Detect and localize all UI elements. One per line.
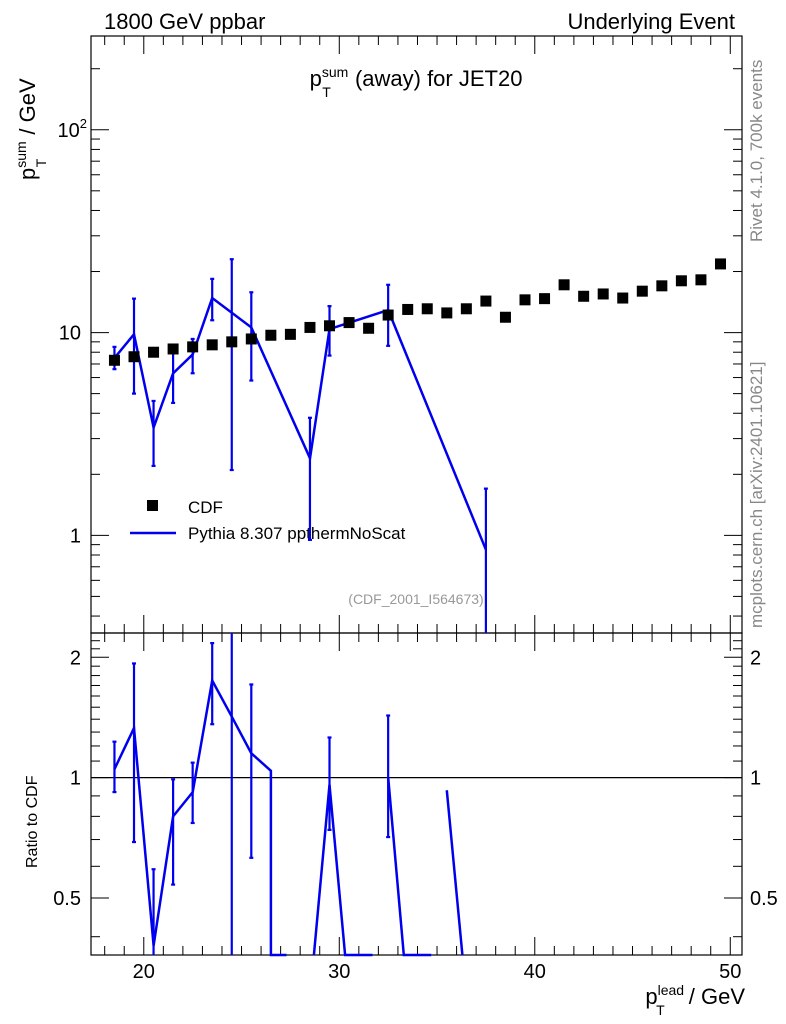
cdf-data-point bbox=[148, 346, 160, 358]
ratio-data-layer bbox=[112, 633, 464, 957]
main-axis-ticks: 1 10 102 bbox=[58, 36, 742, 633]
cdf-data-point bbox=[206, 339, 218, 351]
main-title: psum T (away) for JET20 bbox=[310, 64, 523, 100]
ratio-axis-ticks: 20 30 40 50 0.5 0.5 1 1 2 2 bbox=[53, 633, 778, 983]
cdf-data-point bbox=[187, 341, 199, 353]
analysis-watermark: (CDF_2001_I564673) bbox=[348, 591, 483, 607]
cdf-data-point bbox=[284, 328, 296, 340]
y-tick-label-ratio: 1 bbox=[70, 768, 81, 790]
cdf-data-point bbox=[675, 275, 687, 287]
cdf-data-point bbox=[402, 303, 414, 315]
cdf-data-point bbox=[558, 279, 570, 291]
y-tick-label-main: 102 bbox=[58, 116, 87, 142]
cdf-data-point bbox=[519, 294, 531, 306]
cdf-data-point bbox=[304, 321, 316, 333]
legend-label-pythia: Pythia 8.307 ppthermNoScat bbox=[188, 524, 406, 543]
main-panel-frame bbox=[90, 35, 743, 634]
y-tick-label-main: 1 bbox=[70, 525, 81, 547]
cdf-data-point bbox=[108, 354, 120, 366]
mcplots-label: mcplots.cern.ch [arXiv:2401.10621] bbox=[747, 362, 766, 628]
x-tick-label: 20 bbox=[133, 961, 155, 983]
cdf-data-point bbox=[245, 333, 257, 345]
x-tick-label: 30 bbox=[328, 961, 350, 983]
cdf-data-point bbox=[441, 307, 453, 319]
cdf-data-point bbox=[636, 285, 648, 297]
cdf-data-point bbox=[539, 293, 551, 305]
cdf-data-point bbox=[617, 292, 629, 304]
x-tick-label: 50 bbox=[719, 961, 741, 983]
cdf-data-point bbox=[324, 320, 336, 332]
cdf-data-point bbox=[363, 322, 375, 334]
cdf-data-point bbox=[460, 303, 472, 315]
y-tick-label-ratio-right: 2 bbox=[750, 647, 761, 669]
legend-marker-cdf bbox=[147, 500, 158, 511]
x-tick-label: 40 bbox=[524, 961, 546, 983]
ratio-series-line bbox=[445, 790, 464, 956]
y-tick-label-ratio-right: 1 bbox=[750, 768, 761, 790]
y-tick-label-main: 10 bbox=[59, 323, 81, 345]
y-tick-label-ratio: 2 bbox=[70, 647, 81, 669]
legend-label-cdf: CDF bbox=[188, 498, 223, 517]
xlabel: plead T / GeV bbox=[645, 982, 745, 1018]
cdf-data-point bbox=[695, 274, 707, 286]
cdf-data-point bbox=[578, 290, 590, 302]
ratio-series-line bbox=[113, 676, 287, 957]
cdf-data-point bbox=[656, 280, 668, 292]
ratio-series-line bbox=[386, 777, 432, 957]
mc-series-line bbox=[113, 295, 488, 551]
ratio-series-line bbox=[312, 784, 373, 957]
cdf-data-point bbox=[382, 309, 394, 321]
main-ylabel: psum T / GeV bbox=[13, 78, 49, 180]
cdf-data-point bbox=[167, 343, 179, 355]
y-tick-label-ratio: 0.5 bbox=[53, 888, 81, 910]
cdf-data-point bbox=[499, 311, 511, 323]
cdf-data-point bbox=[597, 288, 609, 300]
main-data-layer bbox=[108, 258, 726, 633]
cdf-data-point bbox=[480, 295, 492, 307]
y-tick-label-ratio-right: 0.5 bbox=[750, 888, 778, 910]
cdf-data-point bbox=[128, 351, 140, 363]
cdf-data-point bbox=[343, 317, 355, 329]
rivet-version-label: Rivet 4.1.0, 700k events bbox=[747, 60, 766, 242]
cdf-data-point bbox=[226, 336, 238, 348]
cdf-data-point bbox=[714, 258, 726, 270]
header-right: Underlying Event bbox=[567, 9, 735, 34]
ratio-panel-frame bbox=[90, 632, 743, 956]
cdf-data-point bbox=[421, 303, 433, 315]
ratio-ylabel: Ratio to CDF bbox=[24, 775, 41, 868]
header-left: 1800 GeV ppbar bbox=[104, 9, 265, 34]
cdf-data-point bbox=[265, 329, 277, 341]
